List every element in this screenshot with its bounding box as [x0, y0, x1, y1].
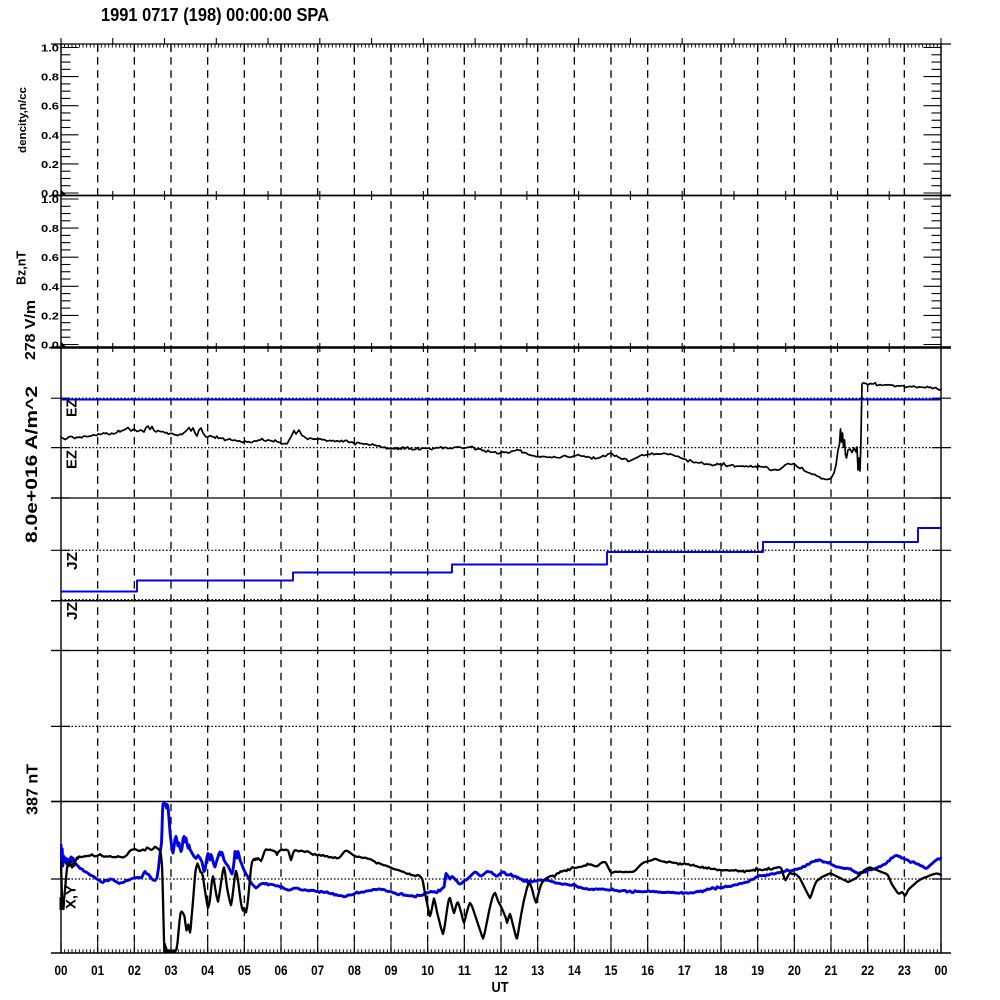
- svg-text:22: 22: [861, 962, 874, 978]
- svg-text:JZ: JZ: [64, 552, 81, 570]
- svg-text:0.0: 0.0: [41, 188, 59, 200]
- svg-text:X,Y: X,Y: [63, 884, 79, 909]
- svg-text:11: 11: [458, 962, 471, 978]
- svg-text:06: 06: [275, 962, 288, 978]
- svg-text:08: 08: [348, 962, 361, 978]
- svg-text:16: 16: [641, 962, 654, 978]
- svg-text:0.6: 0.6: [41, 101, 59, 113]
- svg-text:0.2: 0.2: [41, 159, 59, 171]
- svg-text:02: 02: [128, 962, 141, 978]
- svg-text:387 nT: 387 nT: [25, 763, 42, 815]
- svg-text:JZ: JZ: [64, 602, 81, 620]
- svg-text:UT: UT: [492, 979, 509, 996]
- svg-text:05: 05: [238, 962, 251, 978]
- svg-text:0.2: 0.2: [41, 310, 59, 322]
- svg-text:09: 09: [385, 962, 398, 978]
- svg-text:20: 20: [788, 962, 801, 978]
- svg-text:0.4: 0.4: [41, 281, 59, 293]
- svg-text:0.6: 0.6: [41, 252, 59, 264]
- svg-text:19: 19: [751, 962, 764, 978]
- svg-text:04: 04: [201, 962, 214, 978]
- svg-text:1.0: 1.0: [41, 194, 59, 206]
- svg-text:dencity,n/cc: dencity,n/cc: [17, 87, 29, 153]
- svg-text:15: 15: [605, 962, 618, 978]
- svg-text:0.8: 0.8: [41, 223, 59, 235]
- svg-text:14: 14: [568, 962, 581, 978]
- svg-text:8.0e+016 A/m^2: 8.0e+016 A/m^2: [22, 386, 41, 543]
- svg-text:1991 0717 (198) 00:00:00 SPA: 1991 0717 (198) 00:00:00 SPA: [101, 5, 329, 25]
- svg-text:17: 17: [678, 962, 691, 978]
- svg-text:00: 00: [55, 962, 68, 978]
- svg-text:0.0: 0.0: [41, 340, 59, 352]
- svg-text:21: 21: [825, 962, 838, 978]
- svg-text:EZ: EZ: [63, 450, 80, 469]
- svg-text:10: 10: [421, 962, 434, 978]
- svg-text:23: 23: [898, 962, 911, 978]
- svg-text:12: 12: [495, 962, 508, 978]
- svg-text:18: 18: [715, 962, 728, 978]
- svg-text:01: 01: [91, 962, 104, 978]
- svg-text:1.0: 1.0: [41, 43, 59, 55]
- svg-text:07: 07: [311, 962, 324, 978]
- svg-text:0.8: 0.8: [41, 72, 59, 84]
- svg-text:13: 13: [531, 962, 544, 978]
- svg-text:Bz,nT: Bz,nT: [14, 251, 29, 285]
- svg-text:EZ: EZ: [63, 399, 80, 417]
- svg-text:278 V/m: 278 V/m: [22, 300, 39, 360]
- svg-text:0.4: 0.4: [41, 130, 59, 142]
- svg-text:03: 03: [165, 962, 178, 978]
- svg-text:00: 00: [935, 962, 948, 978]
